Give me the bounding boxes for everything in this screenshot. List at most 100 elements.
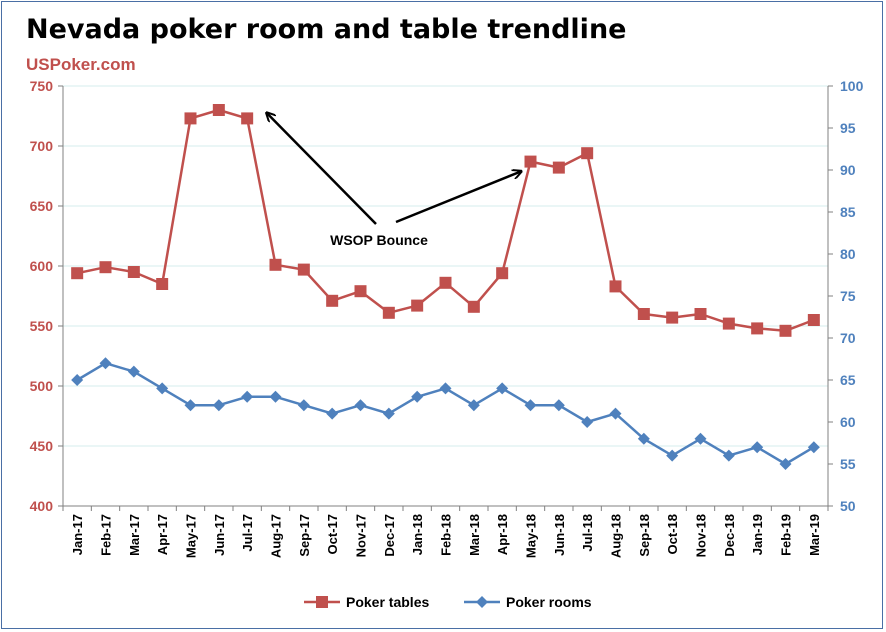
data-point bbox=[269, 258, 282, 271]
data-point bbox=[779, 458, 792, 470]
data-point bbox=[467, 300, 480, 313]
left-tick-label: 550 bbox=[30, 318, 54, 334]
right-tick-label: 75 bbox=[840, 288, 856, 304]
data-point bbox=[241, 390, 254, 403]
data-point bbox=[722, 317, 735, 330]
right-tick-label: 85 bbox=[840, 204, 856, 220]
data-point bbox=[439, 382, 452, 395]
grid-lines bbox=[63, 85, 828, 447]
x-tick-label: Feb-19 bbox=[779, 514, 794, 556]
x-tick-label: Nov-17 bbox=[354, 514, 369, 557]
data-point bbox=[354, 399, 367, 412]
data-point bbox=[666, 311, 679, 324]
right-tick-label: 70 bbox=[840, 330, 856, 346]
x-tick-label: Jan-18 bbox=[410, 514, 425, 555]
data-point bbox=[807, 314, 820, 326]
x-tick-label: Aug-18 bbox=[609, 514, 624, 558]
data-point bbox=[609, 280, 622, 293]
data-point bbox=[71, 267, 84, 280]
data-point bbox=[694, 432, 707, 445]
x-tick-label: Oct-18 bbox=[665, 514, 680, 554]
data-point bbox=[354, 285, 367, 298]
series-poker-rooms bbox=[71, 357, 820, 470]
left-tick-label: 400 bbox=[30, 498, 54, 514]
data-point bbox=[382, 407, 395, 420]
data-point bbox=[666, 449, 679, 462]
x-axis-ticks: Jan-17 Feb-17 Mar-17 Apr-17 May-17 Jun-17 Jul-… bbox=[70, 514, 822, 558]
legend: Poker tables Poker rooms bbox=[304, 594, 592, 610]
chart-title: Nevada poker room and table trendline bbox=[26, 14, 627, 45]
axes bbox=[58, 85, 833, 511]
right-tick-label: 100 bbox=[840, 78, 864, 94]
x-tick-label: Jan-17 bbox=[70, 514, 85, 555]
x-tick-label: Sep-17 bbox=[297, 514, 312, 557]
data-point bbox=[212, 399, 225, 412]
x-tick-label: May-18 bbox=[524, 514, 539, 558]
x-tick-label: Apr-17 bbox=[155, 514, 170, 555]
x-tick-label: Oct-17 bbox=[325, 514, 340, 554]
right-axis-ticks: 50 55 60 65 70 75 80 85 90 95 100 bbox=[840, 78, 864, 514]
left-axis-ticks: 400 450 500 550 600 650 700 750 bbox=[30, 78, 54, 514]
data-point bbox=[71, 374, 84, 386]
data-point bbox=[411, 390, 424, 403]
data-point bbox=[609, 407, 622, 420]
data-point bbox=[552, 399, 565, 412]
data-point bbox=[184, 112, 197, 125]
x-tick-label: Feb-17 bbox=[99, 514, 114, 556]
data-point bbox=[326, 407, 339, 420]
data-point bbox=[751, 322, 764, 335]
data-point bbox=[581, 416, 594, 428]
x-tick-label: Aug-17 bbox=[269, 514, 284, 558]
data-point bbox=[751, 441, 764, 454]
x-tick-label: Jul-18 bbox=[580, 514, 595, 552]
data-point bbox=[496, 382, 509, 395]
x-tick-label: Jun-17 bbox=[212, 514, 227, 556]
series-poker-tables bbox=[71, 104, 820, 337]
left-tick-label: 750 bbox=[30, 78, 54, 94]
legend-label: Poker tables bbox=[346, 594, 429, 610]
data-point bbox=[496, 267, 509, 280]
data-point bbox=[241, 112, 254, 125]
series-line bbox=[76, 361, 815, 466]
left-tick-label: 600 bbox=[30, 258, 54, 274]
x-tick-label: Mar-19 bbox=[807, 514, 822, 556]
right-tick-label: 65 bbox=[840, 372, 856, 388]
right-tick-label: 50 bbox=[840, 498, 856, 514]
data-point bbox=[297, 399, 310, 412]
data-point bbox=[581, 147, 594, 160]
x-tick-label: Jun-18 bbox=[552, 514, 567, 556]
annotation-label: WSOP Bounce bbox=[330, 232, 428, 248]
legend-marker bbox=[476, 596, 488, 608]
data-point bbox=[637, 308, 650, 320]
legend-marker bbox=[316, 596, 328, 608]
x-tick-label: Mar-17 bbox=[127, 514, 142, 556]
data-point bbox=[212, 104, 225, 116]
data-point bbox=[297, 263, 310, 276]
left-tick-label: 700 bbox=[30, 138, 54, 154]
data-point bbox=[127, 365, 140, 378]
annotation-arrow bbox=[267, 113, 377, 225]
x-tick-label: Mar-18 bbox=[467, 514, 482, 556]
right-tick-label: 90 bbox=[840, 162, 856, 178]
data-point bbox=[694, 308, 707, 320]
data-point bbox=[184, 399, 197, 412]
x-tick-label: May-17 bbox=[184, 514, 199, 558]
left-tick-label: 650 bbox=[30, 198, 54, 214]
series-layer bbox=[71, 104, 820, 470]
right-tick-label: 95 bbox=[840, 120, 856, 136]
data-point bbox=[524, 155, 537, 168]
data-point bbox=[637, 432, 650, 445]
data-point bbox=[722, 449, 735, 462]
x-tick-label: Jan-19 bbox=[750, 514, 765, 555]
right-tick-label: 55 bbox=[840, 456, 856, 472]
series-line bbox=[76, 108, 815, 333]
x-tick-label: Dec-17 bbox=[382, 514, 397, 557]
right-tick-label: 60 bbox=[840, 414, 856, 430]
x-tick-label: Nov-18 bbox=[694, 514, 709, 557]
data-point bbox=[326, 294, 339, 307]
x-tick-label: Apr-18 bbox=[495, 514, 510, 555]
data-point bbox=[269, 390, 282, 403]
data-point bbox=[99, 357, 112, 370]
